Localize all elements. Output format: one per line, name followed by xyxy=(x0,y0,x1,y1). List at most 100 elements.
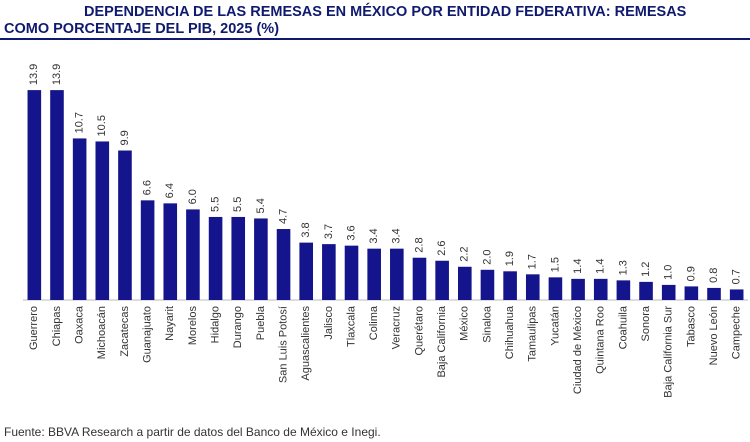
x-tick-label: Durango xyxy=(232,306,244,348)
x-tick-label: Coahuila xyxy=(617,305,629,349)
bar xyxy=(72,138,87,300)
value-label: 1.4 xyxy=(572,259,584,274)
bar xyxy=(639,281,653,300)
value-label: 13.9 xyxy=(51,64,63,85)
x-tick-label: Puebla xyxy=(255,305,267,340)
bar xyxy=(322,244,336,300)
bar xyxy=(684,286,699,300)
x-tick-label: Chiapas xyxy=(51,306,63,347)
x-tick-label: Oaxaca xyxy=(74,305,86,344)
bar xyxy=(299,242,313,300)
bar xyxy=(458,266,472,300)
value-label: 5.5 xyxy=(232,197,244,212)
bar xyxy=(367,248,381,300)
value-label: 5.5 xyxy=(209,197,221,212)
x-tick-label: Jalisco xyxy=(323,306,335,340)
x-tick-label: Sinaloa xyxy=(481,305,493,343)
value-label: 3.8 xyxy=(300,222,312,237)
value-label: 13.9 xyxy=(28,64,40,85)
bar xyxy=(344,245,359,300)
bar xyxy=(186,209,200,300)
value-label: 4.7 xyxy=(277,209,289,224)
value-label: 1.2 xyxy=(640,262,652,277)
value-label: 0.8 xyxy=(708,268,720,283)
x-tick-label: San Luis Potosí xyxy=(277,306,289,383)
bar xyxy=(208,216,223,300)
value-label: 0.7 xyxy=(731,269,743,284)
x-tick-label: Guerrero xyxy=(28,306,40,350)
value-label: 6.6 xyxy=(142,180,154,195)
title-rule xyxy=(0,38,750,40)
bar xyxy=(525,274,540,300)
x-tick-label: Hidalgo xyxy=(209,306,221,343)
x-tick-label: Sonora xyxy=(640,305,652,341)
x-tick-label: Campeche xyxy=(731,306,743,359)
x-tick-label: Yucatán xyxy=(549,306,561,346)
value-label: 9.9 xyxy=(119,130,131,145)
x-tick-label: Quintana Roo xyxy=(595,306,607,374)
x-tick-label: México xyxy=(459,306,471,341)
bar xyxy=(231,216,246,300)
value-label: 1.3 xyxy=(617,260,629,275)
value-label: 3.7 xyxy=(323,224,335,239)
value-label: 6.0 xyxy=(187,189,199,204)
x-tick-label: Querétaro xyxy=(413,306,425,356)
bar xyxy=(412,257,427,300)
x-tick-label: Aguascalientes xyxy=(300,306,312,381)
bar xyxy=(118,150,132,300)
value-label: 1.9 xyxy=(504,251,516,266)
x-tick-label: Baja California xyxy=(436,305,448,377)
value-label: 10.7 xyxy=(74,112,86,133)
bar xyxy=(729,289,744,300)
bar xyxy=(50,90,64,300)
chart-title: DEPENDENCIA DE LAS REMESAS EN MÉXICO POR… xyxy=(4,4,687,37)
bar xyxy=(163,203,178,300)
value-label: 2.6 xyxy=(436,240,448,255)
x-tick-label: Nayarit xyxy=(164,306,176,341)
value-label: 2.8 xyxy=(413,237,425,252)
bar xyxy=(548,277,563,300)
x-tick-label: Tlaxcala xyxy=(345,305,357,347)
x-tick-label: Baja California Sur xyxy=(663,306,675,398)
x-tick-label: Zacatecas xyxy=(119,306,131,357)
bar xyxy=(276,229,291,300)
value-label: 3.4 xyxy=(391,228,403,243)
bar xyxy=(593,278,608,300)
bar xyxy=(661,284,676,300)
x-tick-label: Michoacán xyxy=(96,306,108,359)
x-tick-label: Ciudad de México xyxy=(572,306,584,394)
bar xyxy=(503,271,517,300)
bar xyxy=(254,218,268,300)
source-note: Fuente: BBVA Research a partir de datos … xyxy=(4,425,381,439)
value-label: 1.5 xyxy=(549,257,561,272)
bar xyxy=(435,260,449,300)
bar xyxy=(390,248,404,300)
bar xyxy=(616,280,631,300)
x-tick-label: Veracruz xyxy=(391,306,403,349)
value-label: 3.6 xyxy=(345,225,357,240)
x-tick-label: Colima xyxy=(368,305,380,340)
x-tick-label: Tabasco xyxy=(685,306,697,347)
x-tick-label: Tamaulipas xyxy=(527,306,539,362)
value-label: 2.0 xyxy=(481,250,493,265)
value-label: 6.4 xyxy=(164,183,176,198)
bar xyxy=(480,269,495,300)
value-label: 1.4 xyxy=(595,259,607,274)
bar xyxy=(95,141,110,300)
x-tick-label: Morelos xyxy=(187,306,199,346)
value-label: 0.9 xyxy=(685,266,697,281)
bar xyxy=(140,200,155,300)
x-tick-label: Guanajuato xyxy=(142,306,154,363)
chart: 13.9 Guerrero 13.9 Chiapas 10.7 Oaxaca 10.5 Mic… xyxy=(23,64,748,398)
x-tick-label: Chihuahua xyxy=(504,305,516,359)
value-label: 10.5 xyxy=(96,115,108,136)
value-label: 1.7 xyxy=(527,254,539,269)
bar xyxy=(707,287,721,300)
value-label: 1.0 xyxy=(663,265,675,280)
bar xyxy=(27,90,42,300)
value-label: 3.4 xyxy=(368,228,380,243)
value-label: 2.2 xyxy=(459,246,471,261)
x-tick-label: Nuevo León xyxy=(708,306,720,365)
value-label: 5.4 xyxy=(255,198,267,213)
